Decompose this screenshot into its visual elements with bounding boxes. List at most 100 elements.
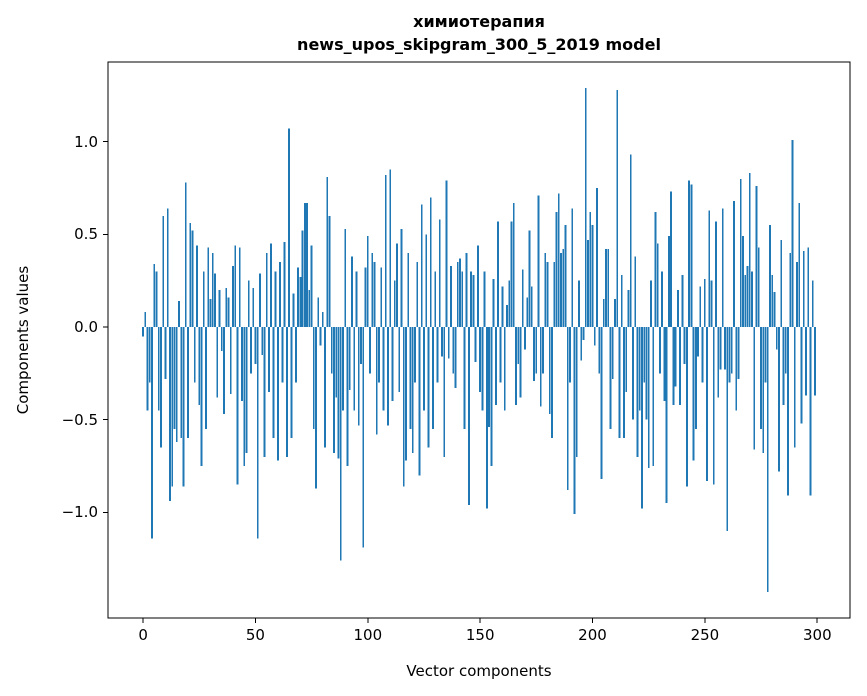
bar-component-109 bbox=[387, 327, 389, 426]
y-tick-label-0.5: 0.5 bbox=[74, 225, 98, 244]
bar-component-135 bbox=[445, 180, 448, 328]
bar-component-253 bbox=[710, 280, 713, 328]
bar-component-115 bbox=[400, 228, 403, 328]
bar-component-293 bbox=[800, 327, 803, 424]
bar-component-248 bbox=[699, 286, 702, 328]
bar-component-213 bbox=[620, 275, 623, 328]
bar-component-23 bbox=[193, 327, 196, 383]
bar-component-63 bbox=[283, 241, 286, 328]
bar-component-18 bbox=[182, 327, 185, 487]
bar-component-153 bbox=[485, 327, 488, 509]
bar-component-182 bbox=[551, 327, 553, 439]
bar-component-132 bbox=[438, 219, 441, 328]
bar-component-170 bbox=[524, 327, 526, 350]
bar-component-105 bbox=[378, 327, 380, 383]
bar-component-189 bbox=[566, 327, 569, 491]
y-axis-label: Components values bbox=[14, 265, 32, 415]
bar-component-48 bbox=[250, 327, 252, 374]
bar-component-148 bbox=[474, 327, 477, 363]
bar-component-174 bbox=[533, 327, 535, 381]
bar-component-67 bbox=[292, 293, 295, 328]
bar-component-233 bbox=[665, 327, 668, 504]
bar-component-99 bbox=[364, 267, 367, 328]
bar-component-57 bbox=[270, 243, 273, 328]
bar-component-265 bbox=[737, 327, 740, 379]
bar-component-82 bbox=[326, 176, 329, 328]
bar-component-110 bbox=[389, 169, 392, 328]
bar-component-35 bbox=[220, 327, 223, 352]
bar-component-41 bbox=[234, 245, 237, 328]
bar-component-261 bbox=[728, 327, 731, 383]
bar-component-47 bbox=[247, 280, 250, 328]
bar-component-156 bbox=[492, 278, 495, 328]
bar-component-254 bbox=[712, 327, 715, 485]
bar-component-282 bbox=[775, 327, 778, 350]
bar-component-283 bbox=[778, 327, 780, 472]
bar-component-111 bbox=[391, 327, 394, 402]
chart-title: химиотерапия news_upos_skipgram_300_5_20… bbox=[108, 10, 850, 56]
bar-component-161 bbox=[503, 327, 506, 411]
bar-component-59 bbox=[274, 271, 277, 328]
bar-component-186 bbox=[560, 252, 562, 328]
bar-component-27 bbox=[202, 271, 205, 328]
bar-component-276 bbox=[762, 327, 765, 454]
bar-component-220 bbox=[636, 327, 639, 457]
bar-component-222 bbox=[641, 327, 643, 509]
bar-component-92 bbox=[348, 327, 351, 391]
bar-component-155 bbox=[490, 327, 493, 467]
bar-component-51 bbox=[256, 327, 259, 539]
bar-component-204 bbox=[600, 327, 603, 479]
bar-component-28 bbox=[205, 327, 207, 429]
bar-component-175 bbox=[535, 327, 538, 374]
bar-component-126 bbox=[425, 234, 428, 328]
bar-component-22 bbox=[191, 230, 194, 328]
bar-component-223 bbox=[643, 327, 646, 383]
bar-component-193 bbox=[575, 327, 578, 457]
bar-component-11 bbox=[166, 208, 169, 328]
bar-component-245 bbox=[692, 327, 695, 461]
x-tick-label-250: 250 bbox=[690, 626, 720, 644]
bar-component-256 bbox=[717, 327, 720, 398]
bar-component-17 bbox=[180, 327, 183, 439]
bar-component-291 bbox=[796, 262, 798, 328]
bar-component-103 bbox=[373, 262, 376, 328]
bar-component-37 bbox=[225, 288, 228, 328]
bar-component-167 bbox=[517, 327, 520, 365]
bar-component-66 bbox=[290, 327, 293, 439]
bar-component-200 bbox=[591, 225, 594, 328]
bar-component-118 bbox=[407, 252, 410, 328]
bar-component-127 bbox=[427, 327, 430, 448]
bar-component-45 bbox=[243, 327, 246, 467]
bar-component-85 bbox=[333, 327, 335, 454]
bar-component-203 bbox=[598, 327, 601, 374]
bar-component-15 bbox=[175, 327, 178, 442]
bar-component-184 bbox=[555, 212, 558, 328]
bar-component-139 bbox=[454, 327, 457, 389]
bar-component-56 bbox=[267, 327, 270, 392]
bar-component-122 bbox=[416, 262, 419, 328]
bar-component-61 bbox=[279, 262, 282, 328]
bar-component-168 bbox=[519, 327, 522, 398]
bar-component-191 bbox=[571, 208, 574, 328]
bar-component-36 bbox=[223, 327, 225, 415]
bar-component-95 bbox=[355, 271, 358, 328]
bar-component-101 bbox=[369, 327, 371, 374]
bar-component-60 bbox=[276, 327, 279, 461]
bar-component-24 bbox=[196, 245, 198, 328]
bar-component-218 bbox=[632, 327, 634, 420]
bar-component-164 bbox=[510, 221, 513, 328]
y-tick-label-1.0: 1.0 bbox=[74, 132, 98, 151]
bar-series bbox=[142, 87, 816, 593]
bar-component-163 bbox=[508, 280, 511, 328]
bar-component-78 bbox=[317, 297, 320, 328]
x-tick-label-150: 150 bbox=[465, 626, 495, 644]
bar-component-16 bbox=[178, 301, 180, 328]
bar-component-255 bbox=[715, 221, 717, 328]
bar-component-9 bbox=[162, 215, 165, 328]
bar-component-297 bbox=[809, 327, 812, 496]
bar-component-281 bbox=[773, 291, 776, 328]
bar-component-286 bbox=[784, 327, 787, 374]
bar-component-199 bbox=[589, 212, 592, 328]
bar-component-272 bbox=[753, 327, 756, 450]
